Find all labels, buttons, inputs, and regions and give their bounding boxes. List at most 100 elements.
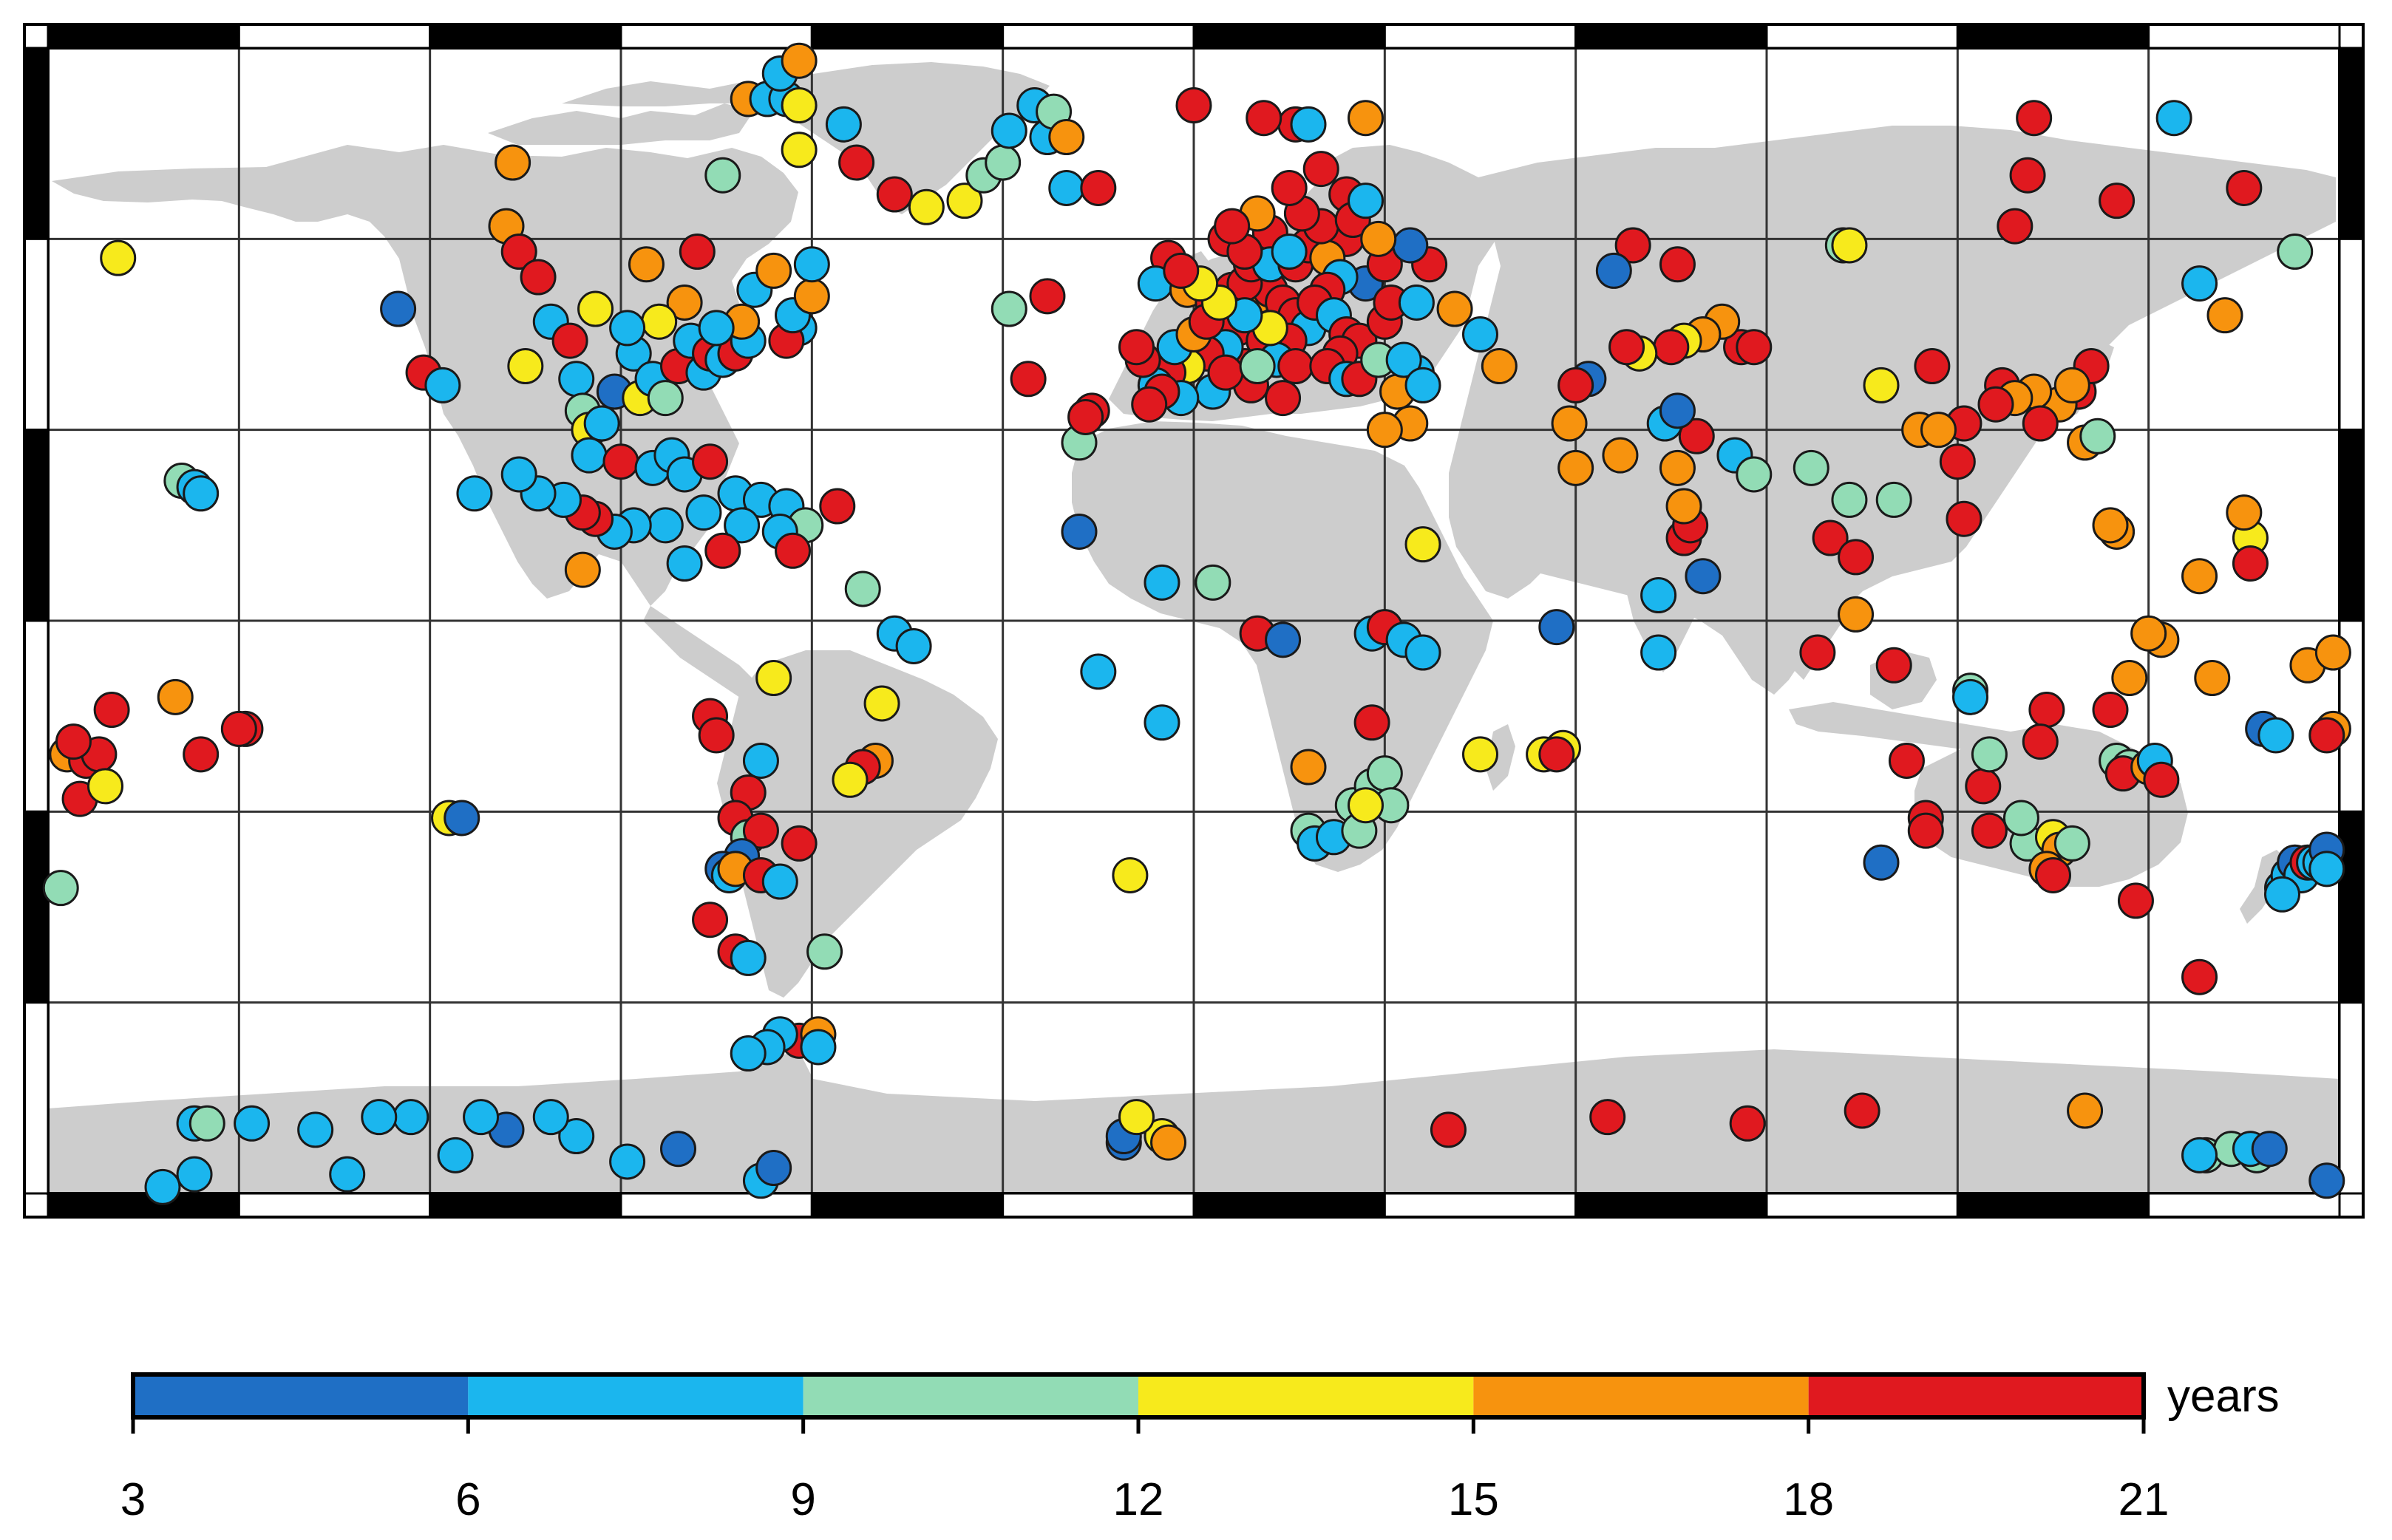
station-marker bbox=[793, 278, 830, 315]
station-marker bbox=[297, 1111, 334, 1148]
frame-segment bbox=[237, 1192, 432, 1219]
station-marker bbox=[1010, 361, 1047, 398]
station-marker bbox=[685, 494, 722, 531]
station-marker bbox=[647, 380, 684, 417]
station-marker bbox=[183, 475, 220, 512]
station-marker bbox=[1348, 100, 1384, 137]
map-checkered-border bbox=[23, 23, 2365, 1219]
station-marker bbox=[1067, 398, 1104, 435]
colorbar-bins bbox=[133, 1374, 2144, 1417]
station-marker bbox=[1557, 367, 1594, 403]
station-marker bbox=[1118, 329, 1155, 366]
station-marker bbox=[507, 348, 544, 385]
station-marker bbox=[1348, 183, 1384, 219]
station-marker bbox=[188, 1105, 225, 1142]
station-marker bbox=[1971, 812, 2008, 849]
station-marker bbox=[1430, 1111, 1467, 1148]
station-marker bbox=[742, 742, 779, 779]
station-marker bbox=[87, 768, 123, 805]
station-marker bbox=[698, 717, 735, 754]
station-marker bbox=[844, 570, 881, 607]
station-marker bbox=[437, 1137, 474, 1173]
station-marker bbox=[1404, 634, 1441, 671]
station-marker bbox=[908, 188, 945, 225]
colorbar-bin bbox=[1473, 1374, 1809, 1417]
station-marker bbox=[1863, 367, 1900, 403]
station-marker bbox=[730, 1035, 767, 1072]
frame-segment bbox=[23, 237, 50, 432]
land-south-america bbox=[717, 650, 998, 998]
station-marker bbox=[2130, 615, 2167, 652]
station-marker bbox=[329, 1156, 366, 1193]
station-marker bbox=[1080, 169, 1117, 206]
station-marker bbox=[991, 290, 1027, 327]
station-marker bbox=[1907, 812, 1944, 849]
frame-segment bbox=[1765, 1192, 1959, 1219]
station-markers bbox=[42, 42, 2351, 1205]
frame-segment bbox=[619, 23, 813, 50]
station-marker bbox=[2002, 800, 2039, 837]
station-marker bbox=[2092, 507, 2129, 544]
frame-segment bbox=[2147, 1192, 2341, 1219]
station-marker bbox=[361, 1099, 398, 1136]
station-marker bbox=[666, 545, 703, 582]
station-marker bbox=[1290, 749, 1327, 786]
station-marker bbox=[1392, 227, 1429, 264]
frame-segment bbox=[47, 23, 240, 50]
station-marker bbox=[781, 42, 818, 79]
station-marker bbox=[93, 692, 130, 729]
frame-segment bbox=[2338, 810, 2365, 1004]
station-marker bbox=[985, 144, 1022, 181]
frame-segment bbox=[1002, 23, 1195, 50]
station-marker bbox=[1589, 1099, 1626, 1136]
station-marker bbox=[704, 532, 741, 569]
station-marker bbox=[1875, 647, 1912, 684]
land-arctic-islands bbox=[562, 81, 769, 106]
frame-segment bbox=[23, 429, 50, 622]
station-marker bbox=[157, 678, 194, 715]
map-panel bbox=[23, 23, 2365, 1219]
station-marker bbox=[2117, 882, 2154, 919]
station-marker bbox=[1360, 220, 1397, 257]
station-marker bbox=[1214, 208, 1251, 245]
station-marker bbox=[42, 870, 79, 907]
station-marker bbox=[1265, 621, 1302, 658]
frame-segment bbox=[23, 810, 50, 1004]
station-marker bbox=[393, 1099, 429, 1136]
station-marker bbox=[1462, 736, 1498, 773]
station-marker bbox=[1875, 481, 1912, 518]
station-marker bbox=[1061, 513, 1098, 550]
station-marker bbox=[183, 736, 220, 773]
station-marker bbox=[692, 443, 729, 480]
station-marker bbox=[2067, 1092, 2104, 1129]
station-marker bbox=[1163, 252, 1200, 289]
station-marker bbox=[698, 310, 735, 347]
colorbar-tick-label: 6 bbox=[455, 1474, 480, 1525]
station-marker bbox=[2314, 634, 2351, 671]
frame-segment bbox=[23, 619, 50, 813]
station-marker bbox=[1551, 405, 1588, 442]
station-marker bbox=[500, 234, 537, 270]
station-marker bbox=[819, 488, 856, 525]
frame-segment bbox=[2147, 23, 2341, 50]
land-north-america bbox=[52, 145, 798, 606]
frame-segment bbox=[2338, 47, 2365, 240]
frame-segment bbox=[429, 23, 622, 50]
station-marker bbox=[1831, 227, 1868, 264]
station-marker bbox=[1271, 169, 1308, 206]
station-marker bbox=[800, 1029, 837, 1066]
station-marker bbox=[220, 710, 257, 747]
station-marker bbox=[641, 303, 678, 340]
station-marker bbox=[1398, 284, 1435, 321]
station-marker bbox=[1678, 418, 1715, 454]
station-marker bbox=[564, 551, 601, 588]
station-marker bbox=[2035, 856, 2071, 893]
station-marker bbox=[806, 933, 843, 970]
station-marker bbox=[1175, 87, 1212, 123]
station-marker bbox=[2308, 851, 2345, 887]
station-marker bbox=[2022, 723, 2059, 760]
station-marker bbox=[456, 475, 493, 512]
station-marker bbox=[424, 367, 461, 403]
station-marker bbox=[1595, 252, 1632, 289]
map-outer-frame bbox=[23, 23, 2365, 1219]
